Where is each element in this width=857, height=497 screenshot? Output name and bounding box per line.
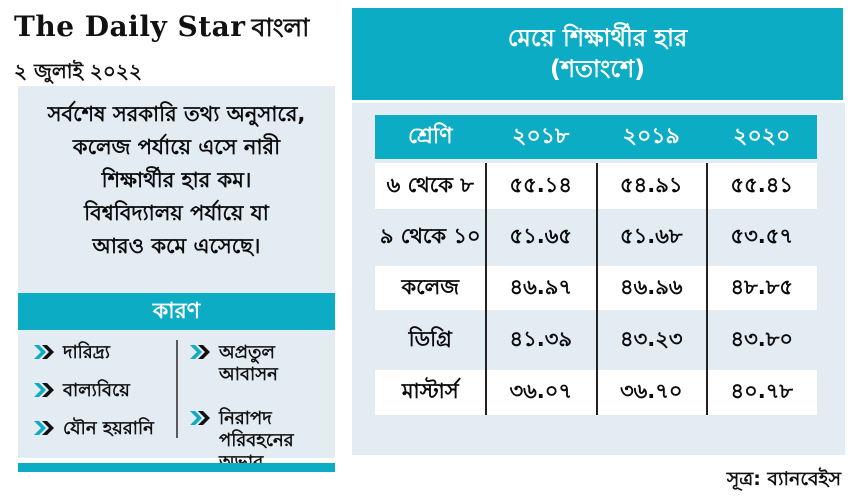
reason-label: বাল্যবিয়ে [63,380,130,401]
list-item: দারিদ্র্য [34,342,172,364]
cell-value: ৩৬.৭০ [619,379,683,403]
cell-value: ৩৬.০৭ [509,379,573,403]
brand-bangla: বাংলা [251,13,310,42]
publish-date: ২ জুলাই ২০২২ [14,59,142,83]
cell-value: ৪১.৩৯ [509,326,572,351]
table-title: মেয়ে শিক্ষার্থীর হার (শতাংশে) [352,8,843,100]
table-body: ৬ থেকে ৮ ৫৫.১৪ ৫৪.৯১ ৫৫.৪১ ৯ থেকে ১০ ৫১.… [375,163,817,415]
summary-panel: সর্বশেষ সরকারি তথ্য অনুসারে, কলেজ পর্যায… [18,86,335,473]
summary-line: সর্বশেষ সরকারি তথ্য অনুসারে, [47,102,306,126]
table-column-divider [706,163,708,415]
reason-label: দারিদ্র্য [63,342,110,363]
cell-value: ৫৩.৫৭ [730,224,794,248]
cell-value: ৪৬.৯৬ [619,274,683,299]
brand: The Daily Star বাংলা [14,8,309,51]
row-label: ৯ থেকে ১০ [379,224,481,248]
reason-label: যৌন হয়রানি [63,418,154,439]
table-header-row: শ্রেণি ২০১৮ ২০১৯ ২০২০ [375,115,817,159]
cell-value: ৪৬.৯৭ [509,274,573,299]
column-header: ২০২০ [733,123,791,149]
cell-value: ৫১.৬৮ [619,224,683,248]
double-chevron-icon [34,421,54,435]
list-item: যৌন হয়রানি [34,418,172,440]
cell-value: ৪০.৭৮ [730,379,794,403]
double-chevron-icon [190,411,210,425]
reasons-left-column: দারিদ্র্য বাল্যবিয়ে যৌন হয়রানি [34,342,172,440]
row-label: ডিগ্রি [408,326,452,351]
table-column-divider [485,163,487,415]
cell-value: ৫৫.৪১ [730,172,794,197]
summary-line: কলেজ পর্যায়ে এসে নারী [72,135,281,159]
cell-value: ৫৫.১৪ [509,172,573,197]
row-label: কলেজ [401,274,460,299]
reasons-right-column: অপ্রতুল আবাসন নিরাপদ পরিবহনের অভাব [190,342,330,474]
masthead: The Daily Star বাংলা ২ জুলাই ২০২২ [14,8,309,90]
cell-value: ৪৩.৮০ [730,326,794,351]
reason-label: অপ্রতুল আবাসন [219,342,278,385]
cell-value: ৪৮.৮৫ [730,274,794,299]
column-divider [176,340,178,438]
table-column-divider [596,163,598,415]
double-chevron-icon [34,345,54,359]
table-row: ৯ থেকে ১০ ৫১.৬৫ ৫১.৬৮ ৫৩.৫৭ [375,209,817,266]
row-label: মাস্টার্স [401,379,459,403]
summary-line: শিক্ষার্থীর হার কম। [101,168,252,192]
table-row: ৬ থেকে ৮ ৫৫.১৪ ৫৪.৯১ ৫৫.৪১ [375,163,817,209]
source-credit: সূত্র: ব্যানবেইস [726,468,841,490]
double-chevron-icon [34,383,54,397]
row-label: ৬ থেকে ৮ [386,172,474,197]
reasons-list: দারিদ্র্য বাল্যবিয়ে যৌন হয়রানি অপ্রতুল… [18,336,335,473]
summary-line: বিশ্ববিদ্যালয় পর্যায়ে যা [84,201,269,225]
data-table: শ্রেণি ২০১৮ ২০১৯ ২০২০ ৬ থেকে ৮ ৫৫.১৪ ৫৪.… [352,103,845,455]
table-title-line2: (শতাংশে) [549,55,646,83]
summary-line: আরও কমে এসেছে। [92,234,261,258]
accent-bar [18,463,335,472]
cell-value: ৫৪.৯১ [620,172,683,197]
summary-text: সর্বশেষ সরকারি তথ্য অনুসারে, কলেজ পর্যায… [18,86,335,263]
list-item: অপ্রতুল আবাসন [190,342,330,386]
double-chevron-icon [190,345,210,359]
table-row: ডিগ্রি ৪১.৩৯ ৪৩.২৩ ৪৩.৮০ [375,310,817,370]
reasons-header: কারণ [18,293,335,330]
column-header: শ্রেণি [407,123,453,149]
column-header: ২০১৯ [622,123,680,149]
list-item: বাল্যবিয়ে [34,380,172,402]
table-title-line1: মেয়ে শিক্ষার্থীর হার [507,24,688,52]
table-section: মেয়ে শিক্ষার্থীর হার (শতাংশে) শ্রেণি ২০… [352,8,845,497]
daily-star-logo: The Daily Star [14,10,246,43]
cell-value: ৪৩.২৩ [619,326,683,351]
cell-value: ৫১.৬৫ [509,224,572,248]
column-header: ২০১৮ [512,123,570,149]
